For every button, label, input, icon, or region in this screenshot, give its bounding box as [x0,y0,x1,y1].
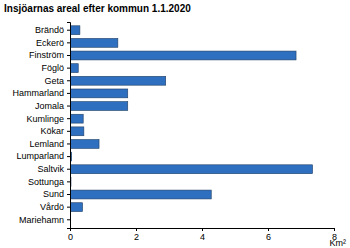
y-tick-label: Lemland [29,139,64,149]
y-tick-label: Kökar [40,126,64,136]
x-tick-mark [202,228,203,231]
bars [70,26,313,212]
y-tick: Lemland [29,139,70,149]
y-tick: Finström [29,50,70,60]
y-tick-mark [67,169,70,170]
y-axis: Brändö Eckerö Finström Föglö Geta Hammarland J… [12,23,70,229]
y-tick-label: Sottunga [28,177,64,187]
y-tick: Lumparland [16,151,70,161]
x-axis-line [71,229,335,232]
y-tick: Mariehamn [19,215,70,225]
y-tick-mark [67,106,70,107]
y-tick-mark [67,30,70,31]
y-tick-mark [67,55,70,56]
bar [70,38,118,47]
y-tick-label: Föglö [41,63,64,73]
title: Insjöarnas areal efter kommun 1.1.2020 [4,3,191,14]
y-tick-mark [67,118,70,119]
y-tick-label: Saltvik [37,164,64,174]
x-tick-label: 2 [134,232,139,242]
y-tick-mark [67,42,70,43]
y-tick: Föglö [41,63,70,73]
x-tick-mark [268,228,269,231]
y-tick: Sund [43,189,70,199]
y-tick-label: Lumparland [16,151,64,161]
x-tick: 2 [134,228,139,242]
bar [70,127,84,136]
plot: 02468BrändöEckeröFinströmFöglöGetaHammar… [12,23,337,243]
y-tick: Jomala [35,101,70,111]
y-tick-label: Vårdö [40,202,64,212]
y-tick-label: Kumlinge [26,114,64,124]
y-tick: Kökar [40,126,70,136]
y-tick: Vårdö [40,202,70,212]
bar [70,114,83,123]
chart: Insjöarnas areal efter kommun 1.1.2020 0 2… [0,0,350,248]
y-tick-mark [67,143,70,144]
y-tick-label: Geta [44,76,64,86]
x-tick-label: 0 [68,232,73,242]
y-tick-label: Sund [43,189,64,199]
x-tick: 0 [68,228,73,242]
bar [70,203,83,212]
y-tick-mark [67,207,70,208]
y-tick-label: Eckerö [36,38,64,48]
x-axis-title: Km² [330,238,347,248]
y-tick-label: Hammarland [12,88,64,98]
y-tick-mark [67,219,70,220]
y-tick-mark [67,181,70,182]
y-tick: Saltvik [37,164,70,174]
y-tick: Hammarland [12,88,70,98]
x-tick: 6 [266,228,271,242]
x-tick-label: 6 [266,232,271,242]
bar [70,76,166,85]
y-tick: Brändö [35,25,70,35]
y-tick-label: Finström [29,50,64,60]
y-tick: Geta [44,76,70,86]
y-tick-mark [67,131,70,132]
bar [70,102,128,111]
bar [70,190,211,199]
y-tick-mark [67,68,70,69]
bar [70,26,80,35]
y-tick-mark [67,93,70,94]
x-tick-mark [136,228,137,231]
bar [70,165,313,174]
x-tick: 4 [200,228,205,242]
y-tick: Eckerö [36,38,70,48]
y-tick-label: Jomala [35,101,64,111]
y-axis-line [67,23,71,229]
x-axis: 02468 [68,228,337,242]
bar [70,140,99,149]
y-tick-mark [67,156,70,157]
y-tick-mark [67,80,70,81]
x-tick-label: 4 [200,232,205,242]
y-tick-mark [67,194,70,195]
y-tick: Sottunga [28,177,70,187]
bar [70,51,296,60]
y-tick: Kumlinge [26,114,70,124]
bar [70,89,128,98]
y-tick-label: Mariehamn [19,215,64,225]
x-tick-mark [334,228,335,231]
bar [70,64,78,73]
y-tick-label: Brändö [35,25,64,35]
